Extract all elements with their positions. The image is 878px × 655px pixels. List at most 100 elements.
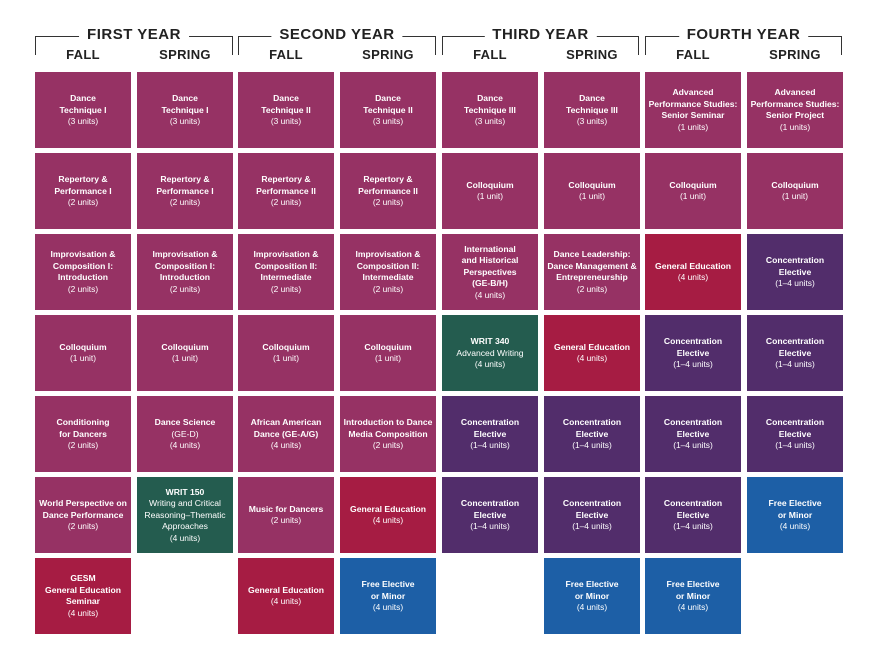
course-cell: Improvisation & Composition I: Introductio… — [35, 234, 131, 310]
course-units: (1–4 units) — [775, 278, 815, 288]
course-units: (1 unit) — [476, 191, 504, 202]
course-title: Concentration Elective — [563, 417, 621, 440]
course-title: World Perspective on Dance Performance — [39, 498, 127, 521]
course-cell: Colloquium (1 unit) — [137, 315, 233, 391]
course-title-line: General Education — [655, 260, 731, 271]
course-title-line: Elective — [575, 509, 609, 520]
course-units: (4 units) — [576, 602, 608, 612]
course-title-line: Performance Studies: — [750, 98, 840, 109]
course-units: (1 unit) — [679, 191, 707, 202]
course-units: (4 units) — [169, 440, 201, 450]
course-title-line: Performance I — [156, 185, 214, 196]
course-title-line: Performance II — [358, 185, 418, 196]
course-title-line: African American — [250, 417, 322, 427]
course-title-line: Dance — [579, 93, 605, 103]
course-cell: Dance Technique I (3 units) — [35, 72, 131, 148]
course-title-line: Concentration — [663, 417, 723, 427]
course-title: Colloquium — [59, 342, 106, 354]
course-title-line: Dance Management & — [547, 260, 637, 271]
course-units: (1–4 units) — [470, 440, 510, 450]
course-title: Advanced Performance Studies: Senior Semin… — [649, 87, 738, 122]
course-title-line: Composition I: — [52, 260, 114, 271]
year-header: THIRD YEAR — [442, 26, 639, 56]
course-title-line: (GE-B/H) — [472, 278, 508, 288]
year-header: FIRST YEAR — [35, 26, 233, 56]
course-title-line: Elective — [676, 509, 710, 520]
course-title-line: or Minor — [370, 590, 406, 601]
course-title: Concentration Elective — [461, 417, 519, 440]
course-title: Concentration Elective — [563, 498, 621, 521]
course-title-line: GESM — [70, 573, 96, 584]
course-title-line: or Minor — [574, 590, 610, 601]
course-cell: Advanced Performance Studies: Senior Proje… — [747, 72, 843, 148]
course-units: (3 units) — [169, 116, 201, 126]
course-units: (3 units) — [372, 116, 404, 126]
course-subtitle-line: Reasoning–Thematic — [144, 509, 226, 520]
course-title-line: Elective — [778, 347, 812, 358]
course-cell: Free Elective or Minor (4 units) — [747, 477, 843, 553]
course-cell: Colloquium (1 unit) — [645, 153, 741, 229]
course-title-line: Improvisation & — [355, 249, 421, 260]
course-units: (4 units) — [474, 359, 506, 369]
course-units: (4 units) — [372, 515, 404, 526]
course-title-line: Technique I — [161, 104, 209, 115]
course-units: (4 units) — [677, 602, 709, 612]
course-title-line: Concentration — [765, 336, 825, 346]
semester-label: SPRING — [159, 47, 211, 62]
course-title: WRIT 150 Writing and Critical Reasoning–Th… — [144, 487, 225, 533]
course-title: Conditioning for Dancers — [57, 417, 110, 440]
course-units: (4 units) — [576, 353, 608, 364]
course-title-line: General Education — [350, 503, 426, 514]
course-units: (2 units) — [169, 197, 201, 207]
course-title-line: Dance (GE-A/G) — [253, 428, 319, 439]
course-title: Colloquium — [771, 180, 818, 192]
course-cell: Concentration Elective (1–4 units) — [442, 477, 538, 553]
course-title: Concentration Elective — [766, 255, 824, 278]
course-units: (2 units) — [372, 283, 404, 294]
course-title-line: Advanced — [672, 87, 714, 98]
semester-label: FALL — [66, 47, 100, 62]
course-units: (4 units) — [270, 440, 302, 450]
course-title-line: Conditioning — [56, 417, 110, 427]
course-title-line: Colloquium — [161, 341, 209, 352]
course-title-line: Concentration — [765, 417, 825, 427]
course-units: (3 units) — [67, 116, 99, 126]
course-title-line: Colloquium — [669, 179, 717, 190]
course-title-line: Dance — [273, 93, 299, 103]
year-title: SECOND YEAR — [271, 26, 403, 44]
course-title-line: Colloquium — [59, 341, 107, 352]
course-title-line: Elective — [575, 428, 609, 439]
course-cell: Improvisation & Composition II: Intermedia… — [340, 234, 436, 310]
course-cell: Dance Technique II (3 units) — [238, 72, 334, 148]
course-title: Free Elective or Minor — [361, 579, 414, 602]
course-title-line: Senior Project — [765, 110, 825, 121]
course-cell: Concentration Elective (1–4 units) — [747, 234, 843, 310]
course-cell: Improvisation & Composition I: Introductio… — [137, 234, 233, 310]
course-title: Free Elective or Minor — [666, 579, 719, 602]
course-title: Dance Technique II — [363, 93, 413, 116]
course-units: (2 units) — [67, 521, 99, 531]
year-title: FIRST YEAR — [79, 26, 189, 44]
course-title-line: Improvisation & — [152, 249, 218, 260]
course-title-line: Elective — [676, 428, 710, 439]
course-title: Dance Leadership: Dance Management & Entre… — [547, 249, 636, 284]
course-cell: GESM General Education Seminar (4 units) — [35, 558, 131, 634]
course-title-line: Dance Science — [154, 417, 216, 427]
course-title-line: Technique III — [566, 104, 618, 115]
course-title-line: Colloquium — [568, 179, 616, 190]
course-units: (4 units) — [372, 602, 404, 612]
year-header: SECOND YEAR — [238, 26, 436, 56]
course-cell: Concentration Elective (1–4 units) — [645, 477, 741, 553]
course-title-line: Elective — [778, 266, 812, 277]
course-units: (2 units) — [169, 283, 201, 294]
course-cell: Dance Technique I (3 units) — [137, 72, 233, 148]
course-title-line: Perspectives — [463, 266, 517, 277]
course-units: (1 units) — [779, 121, 811, 132]
course-title-line: Concentration — [663, 498, 723, 508]
course-units: (4 units) — [169, 532, 201, 543]
course-cell: Repertory & Performance I (2 units) — [35, 153, 131, 229]
course-title-line: Concentration — [663, 336, 723, 346]
course-cell: Concentration Elective (1–4 units) — [442, 396, 538, 472]
course-title-line: Free Elective — [666, 579, 720, 589]
course-units: (2 units) — [372, 197, 404, 207]
